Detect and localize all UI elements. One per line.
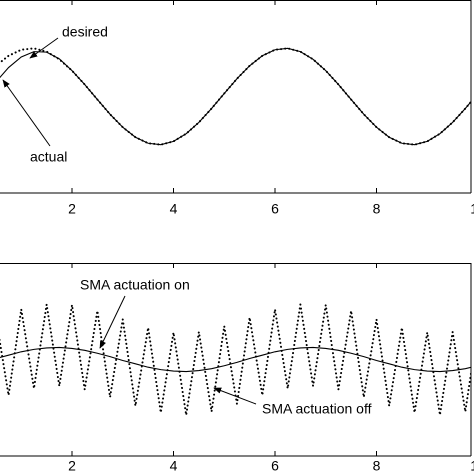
series-line <box>0 346 471 373</box>
annotation-arrow <box>29 37 59 59</box>
series-line <box>0 47 471 146</box>
x-tick-label: 2 <box>68 201 76 217</box>
panel: 2 4 6 8 10 SMA actuation on SMA actuation off <box>0 263 474 474</box>
annotation-arrow <box>99 295 126 349</box>
x-tick-label: 10 <box>470 201 474 217</box>
x-tick-label: 8 <box>373 201 381 217</box>
x-tick-label: 4 <box>170 201 178 217</box>
series-line <box>0 47 471 146</box>
annotation: desired <box>62 24 108 40</box>
annotation-arrow <box>213 387 257 405</box>
x-tick-label: 10 <box>470 458 474 474</box>
x-tick-label: 6 <box>271 201 279 217</box>
annotation: SMA actuation off <box>262 401 372 417</box>
x-tick-label: 6 <box>271 458 279 474</box>
annotation-arrow <box>2 79 51 147</box>
panel: 2 4 6 8 10 desired actual <box>0 0 474 217</box>
x-tick-label: 8 <box>373 458 381 474</box>
annotation: SMA actuation on <box>80 277 190 293</box>
x-tick-label: 4 <box>170 458 178 474</box>
x-tick-label: 2 <box>68 458 76 474</box>
annotation: actual <box>30 149 67 165</box>
series-line <box>0 304 471 416</box>
